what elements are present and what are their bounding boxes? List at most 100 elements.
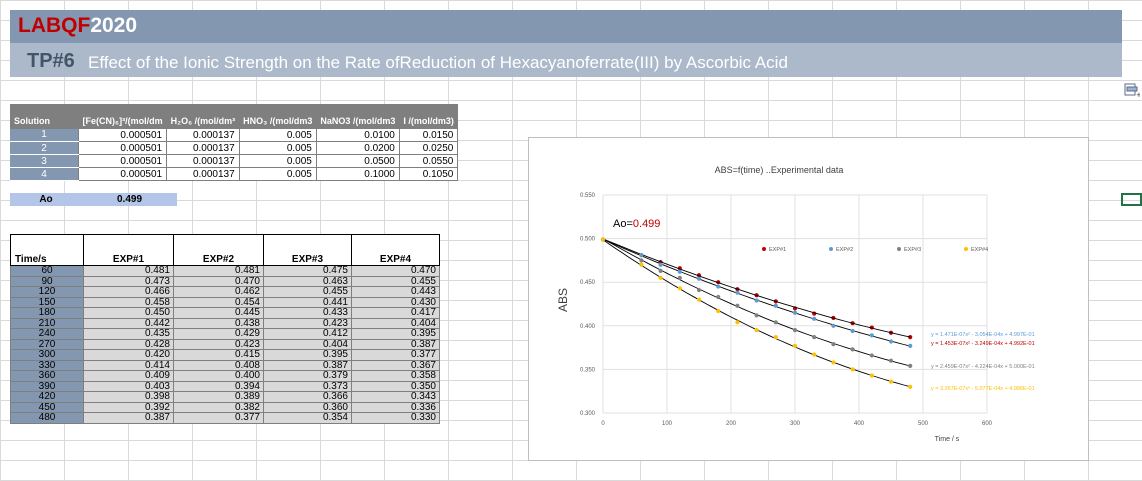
absorbance-cell[interactable]: 0.450 (83, 307, 174, 319)
solution-number-cell[interactable]: 1 (10, 128, 79, 142)
selected-cell[interactable] (1121, 193, 1142, 206)
absorbance-cell[interactable]: 0.462 (173, 286, 264, 298)
absorbance-cell[interactable]: 0.358 (351, 370, 440, 382)
solution-number-cell[interactable]: 3 (10, 154, 79, 168)
absorbance-cell[interactable]: 0.481 (173, 265, 264, 277)
absorbance-cell[interactable]: 0.395 (351, 328, 440, 340)
absorbance-cell[interactable]: 0.429 (173, 328, 264, 340)
absorbance-cell[interactable]: 0.395 (263, 349, 352, 361)
solution-number-cell[interactable]: 4 (10, 167, 79, 181)
absorbance-cell[interactable]: 0.454 (173, 296, 264, 308)
absorbance-cell[interactable]: 0.400 (173, 370, 264, 382)
absorbance-cell[interactable]: 0.428 (83, 338, 174, 350)
absorbance-cell[interactable]: 0.466 (83, 286, 174, 298)
conc-value-cell[interactable]: 0.005 (238, 167, 317, 181)
absorbance-cell[interactable]: 0.470 (351, 265, 440, 277)
absorbance-cell[interactable]: 0.373 (263, 380, 352, 392)
conc-value-cell[interactable]: 0.000137 (166, 154, 240, 168)
time-cell[interactable]: 390 (10, 380, 84, 392)
absorbance-cell[interactable]: 0.408 (173, 359, 264, 371)
absorbance-cell[interactable]: 0.336 (351, 401, 440, 413)
absorbance-cell[interactable]: 0.445 (173, 307, 264, 319)
absorbance-cell[interactable]: 0.423 (173, 338, 264, 350)
absorbance-cell[interactable]: 0.414 (83, 359, 174, 371)
absorbance-cell[interactable]: 0.403 (83, 380, 174, 392)
conc-value-cell[interactable]: 0.0100 (315, 128, 400, 142)
conc-value-cell[interactable]: 0.000501 (77, 128, 168, 142)
absorbance-cell[interactable]: 0.394 (173, 380, 264, 392)
conc-value-cell[interactable]: 0.000501 (77, 141, 168, 155)
conc-value-cell[interactable]: 0.0250 (398, 141, 459, 155)
absorbance-cell[interactable]: 0.458 (83, 296, 174, 308)
solution-number-cell[interactable]: 2 (10, 141, 79, 155)
absorbance-cell[interactable]: 0.377 (173, 412, 264, 424)
time-cell[interactable]: 480 (10, 412, 84, 424)
absorbance-cell[interactable]: 0.415 (173, 349, 264, 361)
exp-header-time[interactable]: Time/s (10, 234, 84, 266)
absorbance-cell[interactable]: 0.389 (173, 391, 264, 403)
conc-value-cell[interactable]: 0.000137 (166, 128, 240, 142)
absorbance-cell[interactable]: 0.463 (263, 275, 352, 287)
exp-header-exp2[interactable]: EXP#2 (173, 234, 264, 266)
time-cell[interactable]: 450 (10, 401, 84, 413)
absorbance-cell[interactable]: 0.367 (351, 359, 440, 371)
absorbance-cell[interactable]: 0.382 (173, 401, 264, 413)
time-cell[interactable]: 270 (10, 338, 84, 350)
absorbance-cell[interactable]: 0.442 (83, 317, 174, 329)
absorbance-cell[interactable]: 0.441 (263, 296, 352, 308)
time-cell[interactable]: 90 (10, 275, 84, 287)
conc-value-cell[interactable]: 0.000137 (166, 167, 240, 181)
absorbance-cell[interactable]: 0.392 (83, 401, 174, 413)
absorbance-cell[interactable]: 0.404 (263, 338, 352, 350)
conc-value-cell[interactable]: 0.000137 (166, 141, 240, 155)
absorbance-cell[interactable]: 0.404 (351, 317, 440, 329)
absorbance-cell[interactable]: 0.330 (351, 412, 440, 424)
absorbance-cell[interactable]: 0.354 (263, 412, 352, 424)
conc-value-cell[interactable]: 0.1000 (315, 167, 400, 181)
conc-value-cell[interactable]: 0.005 (238, 154, 317, 168)
absorbance-cell[interactable]: 0.350 (351, 380, 440, 392)
absorbance-cell[interactable]: 0.438 (173, 317, 264, 329)
absorbance-cell[interactable]: 0.387 (351, 338, 440, 350)
exp-header-exp3[interactable]: EXP#3 (263, 234, 352, 266)
conc-value-cell[interactable]: 0.0150 (398, 128, 459, 142)
absorbance-cell[interactable]: 0.455 (351, 275, 440, 287)
conc-value-cell[interactable]: 0.000501 (77, 154, 168, 168)
absorbance-cell[interactable]: 0.387 (263, 359, 352, 371)
paste-options-icon[interactable]: + (1124, 82, 1140, 98)
absorbance-cell[interactable]: 0.475 (263, 265, 352, 277)
absorbance-cell[interactable]: 0.435 (83, 328, 174, 340)
absorbance-cell[interactable]: 0.412 (263, 328, 352, 340)
absorbance-cell[interactable]: 0.473 (83, 275, 174, 287)
time-cell[interactable]: 150 (10, 296, 84, 308)
conc-value-cell[interactable]: 0.1050 (398, 167, 459, 181)
exp-header-exp4[interactable]: EXP#4 (351, 234, 440, 266)
time-cell[interactable]: 330 (10, 359, 84, 371)
conc-value-cell[interactable]: 0.0200 (315, 141, 400, 155)
absorbance-cell[interactable]: 0.420 (83, 349, 174, 361)
absorbance-cell[interactable]: 0.379 (263, 370, 352, 382)
absorbance-cell[interactable]: 0.377 (351, 349, 440, 361)
ao-value[interactable]: 0.499 (82, 193, 177, 206)
conc-value-cell[interactable]: 0.0500 (315, 154, 400, 168)
time-cell[interactable]: 120 (10, 286, 84, 298)
conc-value-cell[interactable]: 0.005 (238, 128, 317, 142)
absorbance-cell[interactable]: 0.360 (263, 401, 352, 413)
absorbance-cell[interactable]: 0.398 (83, 391, 174, 403)
absorbance-cell[interactable]: 0.481 (83, 265, 174, 277)
absorbance-cell[interactable]: 0.433 (263, 307, 352, 319)
absorbance-cell[interactable]: 0.387 (83, 412, 174, 424)
conc-value-cell[interactable]: 0.000501 (77, 167, 168, 181)
abs-chart[interactable]: 0.300 0.350 0.400 0.450 0.500 0.550 0 100 200 300… (528, 137, 1089, 461)
absorbance-cell[interactable]: 0.366 (263, 391, 352, 403)
absorbance-cell[interactable]: 0.443 (351, 286, 440, 298)
time-cell[interactable]: 210 (10, 317, 84, 329)
conc-value-cell[interactable]: 0.0550 (398, 154, 459, 168)
time-cell[interactable]: 60 (10, 265, 84, 277)
absorbance-cell[interactable]: 0.423 (263, 317, 352, 329)
time-cell[interactable]: 300 (10, 349, 84, 361)
absorbance-cell[interactable]: 0.417 (351, 307, 440, 319)
absorbance-cell[interactable]: 0.343 (351, 391, 440, 403)
absorbance-cell[interactable]: 0.409 (83, 370, 174, 382)
absorbance-cell[interactable]: 0.455 (263, 286, 352, 298)
